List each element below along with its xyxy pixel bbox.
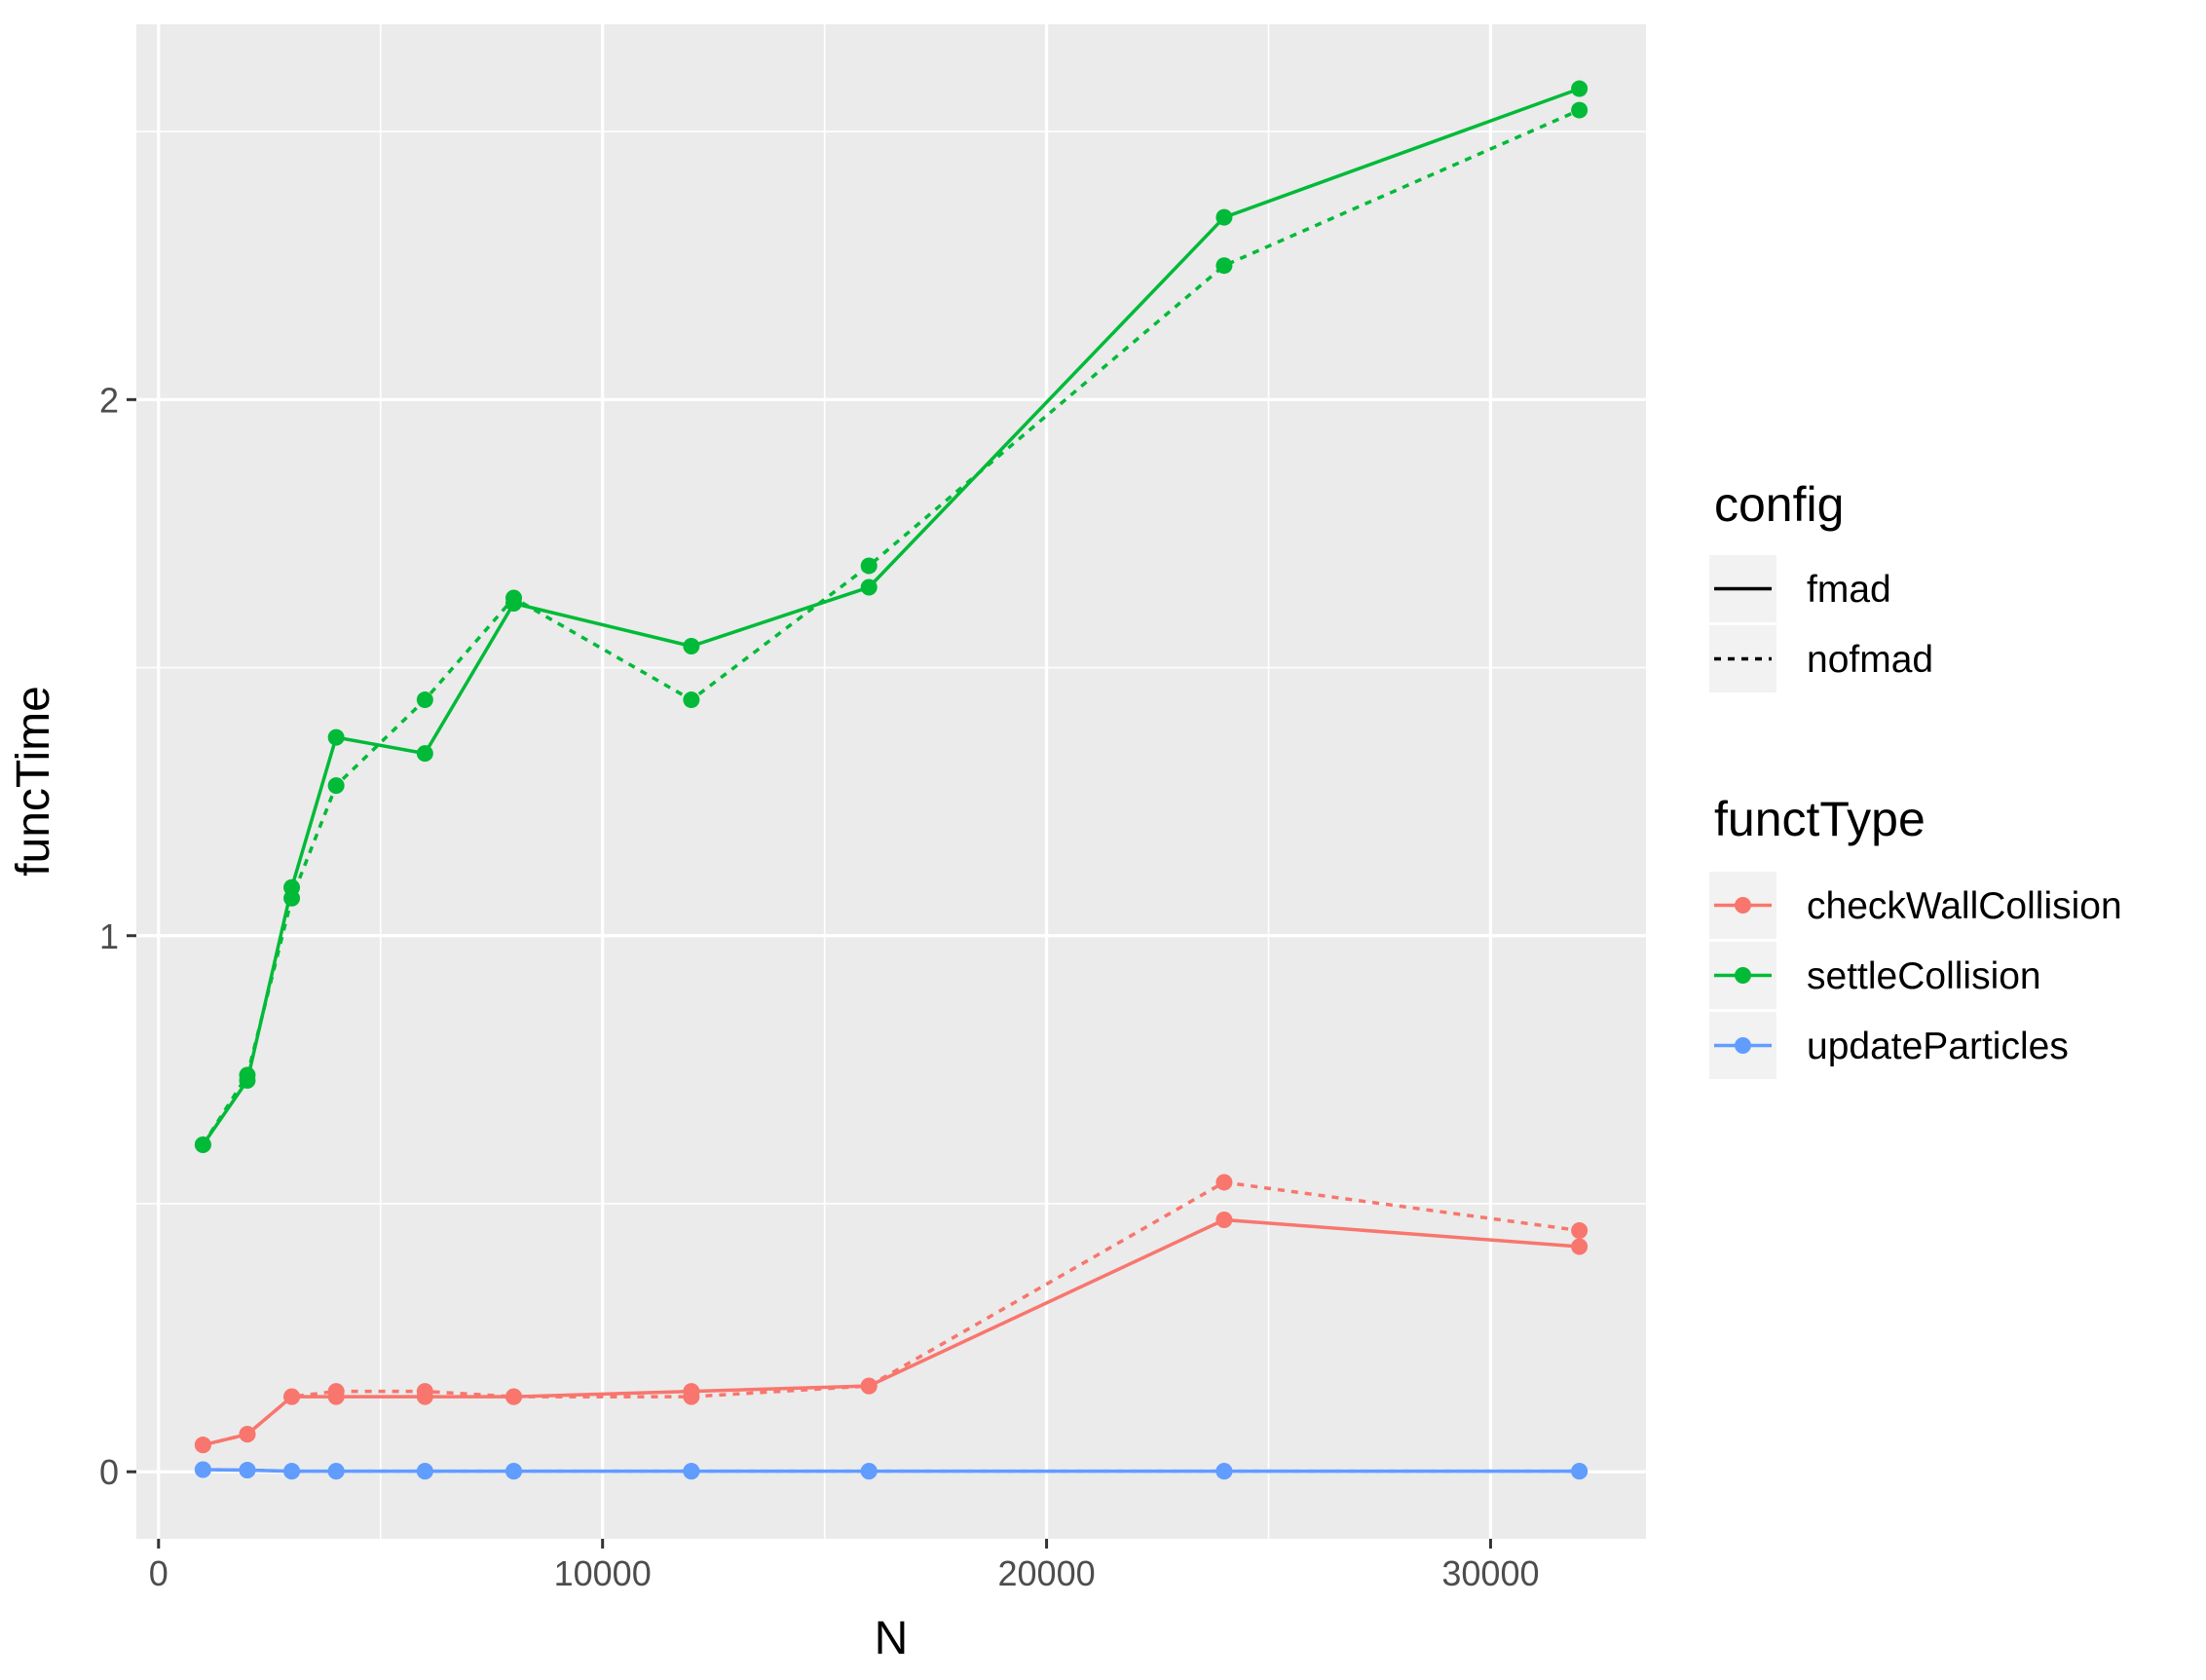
data-point-updateparticles-nofmad xyxy=(194,1461,211,1478)
legend-functtype-title: functType xyxy=(1714,792,1926,846)
data-point-settlecollision-nofmad xyxy=(283,889,301,907)
data-point-updateparticles-nofmad xyxy=(1571,1463,1589,1480)
data-point-settlecollision-fmad xyxy=(1571,80,1589,97)
legend-key-point-checkwallcollision xyxy=(1735,897,1751,914)
data-point-updateparticles-nofmad xyxy=(505,1463,522,1480)
data-point-settlecollision-nofmad xyxy=(1571,101,1589,119)
data-point-checkwallcollision-nofmad xyxy=(683,1388,700,1405)
data-point-settlecollision-fmad xyxy=(1215,208,1233,226)
data-point-settlecollision-fmad xyxy=(327,728,345,746)
data-point-checkwallcollision-nofmad xyxy=(327,1383,345,1400)
data-point-settlecollision-nofmad xyxy=(416,691,433,709)
plot-panel xyxy=(136,24,1646,1539)
data-point-settlecollision-fmad xyxy=(416,745,433,763)
data-point-checkwallcollision-fmad xyxy=(1571,1238,1589,1255)
data-point-settlecollision-nofmad xyxy=(505,589,522,607)
data-point-checkwallcollision-nofmad xyxy=(1215,1174,1233,1191)
data-point-updateparticles-nofmad xyxy=(327,1463,345,1480)
legend-key-point-updateparticles xyxy=(1735,1037,1751,1054)
data-point-checkwallcollision-nofmad xyxy=(283,1388,301,1405)
legend-label-nofmad: nofmad xyxy=(1807,639,1933,681)
data-point-settlecollision-nofmad xyxy=(1215,257,1233,275)
x-tick-label: 20000 xyxy=(998,1553,1096,1593)
series-layer xyxy=(194,80,1589,1480)
series-line-settlecollision-nofmad xyxy=(201,108,1581,1146)
data-point-updateparticles-nofmad xyxy=(1215,1463,1233,1480)
minor-gridlines xyxy=(136,24,1646,1539)
data-point-updateparticles-nofmad xyxy=(860,1463,878,1480)
legend-label-checkwallcollision: checkWallCollision xyxy=(1807,885,2122,927)
data-point-checkwallcollision-nofmad xyxy=(505,1388,522,1405)
legend-config-keys: fmad nofmad xyxy=(1709,555,1933,692)
series-line-settlecollision-fmad xyxy=(201,87,1581,1146)
y-axis-title: funcTime xyxy=(8,686,59,877)
data-point-checkwallcollision-fmad xyxy=(1215,1211,1233,1228)
series-line-checkwallcollision-nofmad xyxy=(202,1180,1580,1447)
legend-config-title: config xyxy=(1714,477,1844,532)
data-point-settlecollision-nofmad xyxy=(860,557,878,575)
data-point-settlecollision-nofmad xyxy=(683,691,700,709)
legend-label-updateparticles: updateParticles xyxy=(1807,1026,2069,1067)
data-point-updateparticles-nofmad xyxy=(239,1462,256,1479)
data-point-settlecollision-nofmad xyxy=(194,1136,211,1153)
data-point-settlecollision-nofmad xyxy=(239,1066,256,1084)
legend-label-fmad: fmad xyxy=(1807,569,1891,611)
data-point-settlecollision-fmad xyxy=(683,638,700,655)
axes: 0 10000 20000 30000 0 1 2 xyxy=(99,380,1540,1593)
x-tick-label: 0 xyxy=(149,1553,168,1593)
data-point-checkwallcollision-nofmad xyxy=(416,1383,433,1400)
x-tick-label: 10000 xyxy=(554,1553,652,1593)
y-tick-label: 0 xyxy=(99,1452,119,1492)
x-axis-title: N xyxy=(875,1613,909,1664)
legend-label-settlecollision: settleCollision xyxy=(1807,955,2041,997)
series-line-updateparticles-fmad xyxy=(203,1468,1580,1474)
data-point-updateparticles-nofmad xyxy=(416,1463,433,1480)
legend-key-point-settlecollision xyxy=(1735,967,1751,984)
legend-functtype-keys: checkWallCollision settleCollision updateP… xyxy=(1709,872,2122,1079)
data-point-checkwallcollision-nofmad xyxy=(1571,1221,1589,1239)
data-point-updateparticles-nofmad xyxy=(283,1463,301,1480)
x-tick-label: 30000 xyxy=(1441,1553,1539,1593)
data-point-checkwallcollision-nofmad xyxy=(239,1426,256,1443)
data-point-settlecollision-nofmad xyxy=(327,777,345,795)
y-tick-label: 2 xyxy=(99,380,119,420)
legend: config fmad nofmad functType checkWallCol… xyxy=(1709,477,2122,1079)
data-point-updateparticles-nofmad xyxy=(683,1463,700,1480)
data-point-settlecollision-fmad xyxy=(860,579,878,596)
y-tick-label: 1 xyxy=(99,916,119,956)
data-point-checkwallcollision-nofmad xyxy=(194,1437,211,1454)
data-point-checkwallcollision-nofmad xyxy=(860,1377,878,1395)
